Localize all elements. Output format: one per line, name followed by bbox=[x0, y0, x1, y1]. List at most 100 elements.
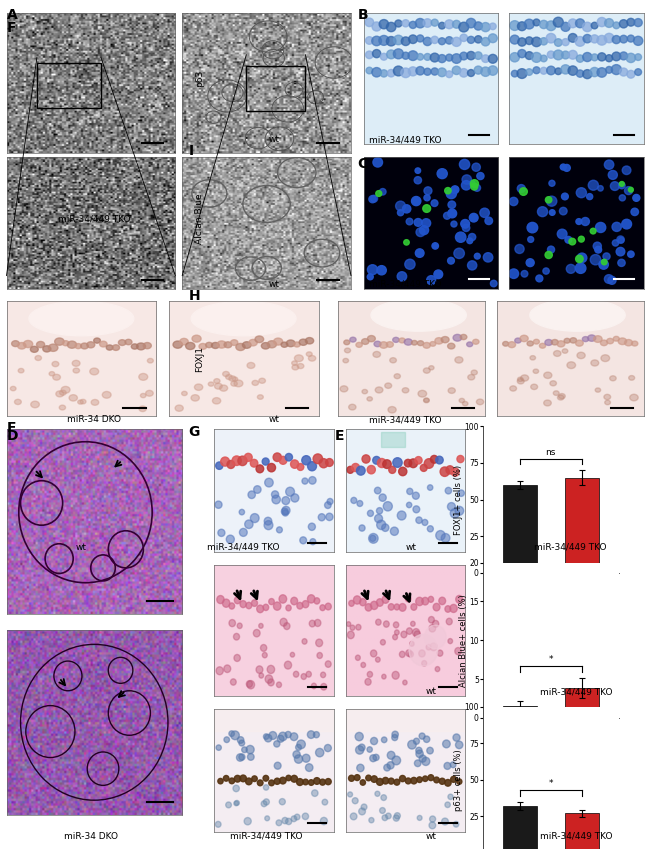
Text: miR-34/449 TKO: miR-34/449 TKO bbox=[230, 831, 303, 841]
Circle shape bbox=[452, 53, 461, 64]
Circle shape bbox=[350, 337, 356, 342]
Circle shape bbox=[439, 37, 445, 45]
Circle shape bbox=[382, 737, 387, 743]
Circle shape bbox=[419, 650, 425, 657]
Circle shape bbox=[375, 387, 383, 393]
Circle shape bbox=[617, 236, 624, 243]
Circle shape bbox=[476, 399, 484, 405]
Circle shape bbox=[544, 372, 552, 379]
Circle shape bbox=[619, 52, 628, 60]
Circle shape bbox=[562, 349, 568, 353]
Circle shape bbox=[224, 665, 231, 672]
Circle shape bbox=[446, 54, 453, 61]
Circle shape bbox=[467, 261, 477, 270]
Bar bbox=[382, 432, 406, 447]
Circle shape bbox=[344, 340, 350, 345]
Circle shape bbox=[604, 19, 614, 27]
Circle shape bbox=[510, 20, 520, 31]
Circle shape bbox=[595, 388, 601, 392]
Circle shape bbox=[451, 221, 457, 227]
Circle shape bbox=[456, 741, 463, 749]
Circle shape bbox=[393, 815, 399, 821]
Circle shape bbox=[292, 361, 297, 365]
Circle shape bbox=[407, 488, 413, 495]
Circle shape bbox=[297, 363, 304, 368]
Circle shape bbox=[448, 638, 452, 644]
Circle shape bbox=[91, 400, 99, 405]
Circle shape bbox=[591, 53, 598, 61]
Circle shape bbox=[553, 17, 564, 27]
Circle shape bbox=[386, 22, 396, 31]
Circle shape bbox=[306, 672, 311, 678]
Circle shape bbox=[367, 672, 372, 678]
Text: I: I bbox=[188, 144, 194, 158]
Circle shape bbox=[467, 37, 474, 43]
Circle shape bbox=[427, 526, 434, 532]
Circle shape bbox=[381, 795, 387, 801]
Circle shape bbox=[554, 351, 561, 357]
Circle shape bbox=[575, 37, 585, 46]
Circle shape bbox=[309, 779, 314, 785]
Circle shape bbox=[590, 35, 599, 43]
Circle shape bbox=[264, 517, 272, 525]
Circle shape bbox=[402, 388, 409, 393]
Circle shape bbox=[534, 340, 540, 344]
Circle shape bbox=[474, 36, 482, 43]
Circle shape bbox=[471, 370, 477, 375]
Circle shape bbox=[273, 453, 281, 462]
Circle shape bbox=[423, 19, 432, 27]
Circle shape bbox=[68, 341, 77, 348]
Circle shape bbox=[274, 762, 281, 769]
Circle shape bbox=[140, 393, 146, 397]
Circle shape bbox=[408, 651, 413, 657]
Circle shape bbox=[424, 398, 429, 402]
Circle shape bbox=[604, 160, 614, 169]
Circle shape bbox=[318, 514, 325, 520]
Circle shape bbox=[551, 340, 558, 345]
Circle shape bbox=[370, 601, 378, 610]
Circle shape bbox=[280, 799, 285, 805]
Circle shape bbox=[408, 51, 418, 60]
Circle shape bbox=[582, 53, 592, 62]
Circle shape bbox=[417, 815, 422, 820]
Circle shape bbox=[52, 362, 59, 367]
Circle shape bbox=[392, 731, 398, 738]
Circle shape bbox=[455, 357, 463, 363]
Bar bbox=[503, 485, 537, 572]
Text: miR-34 DKO: miR-34 DKO bbox=[67, 415, 122, 424]
Circle shape bbox=[259, 623, 263, 628]
Text: miR-34/449 TKO: miR-34/449 TKO bbox=[207, 543, 280, 552]
Circle shape bbox=[371, 776, 378, 782]
Circle shape bbox=[356, 342, 362, 347]
Circle shape bbox=[606, 54, 613, 62]
Circle shape bbox=[423, 37, 432, 46]
Circle shape bbox=[469, 213, 478, 222]
Ellipse shape bbox=[29, 301, 134, 336]
Circle shape bbox=[484, 253, 493, 262]
Circle shape bbox=[467, 342, 473, 346]
Circle shape bbox=[469, 181, 475, 186]
Circle shape bbox=[300, 537, 307, 544]
Circle shape bbox=[148, 358, 153, 363]
Circle shape bbox=[618, 238, 624, 243]
Circle shape bbox=[509, 269, 519, 278]
Circle shape bbox=[430, 53, 439, 62]
Circle shape bbox=[413, 506, 420, 513]
Circle shape bbox=[393, 634, 398, 640]
Circle shape bbox=[136, 343, 146, 350]
Bar bbox=[346, 709, 465, 731]
Circle shape bbox=[545, 251, 552, 259]
Circle shape bbox=[472, 163, 480, 171]
Circle shape bbox=[173, 341, 183, 348]
Circle shape bbox=[459, 398, 465, 402]
Circle shape bbox=[237, 754, 244, 762]
Circle shape bbox=[294, 814, 300, 820]
Circle shape bbox=[604, 400, 610, 405]
Circle shape bbox=[460, 160, 470, 170]
Circle shape bbox=[424, 398, 429, 402]
Circle shape bbox=[597, 18, 606, 26]
Circle shape bbox=[367, 265, 378, 275]
Circle shape bbox=[517, 69, 527, 78]
Circle shape bbox=[186, 342, 195, 350]
Circle shape bbox=[380, 807, 385, 813]
